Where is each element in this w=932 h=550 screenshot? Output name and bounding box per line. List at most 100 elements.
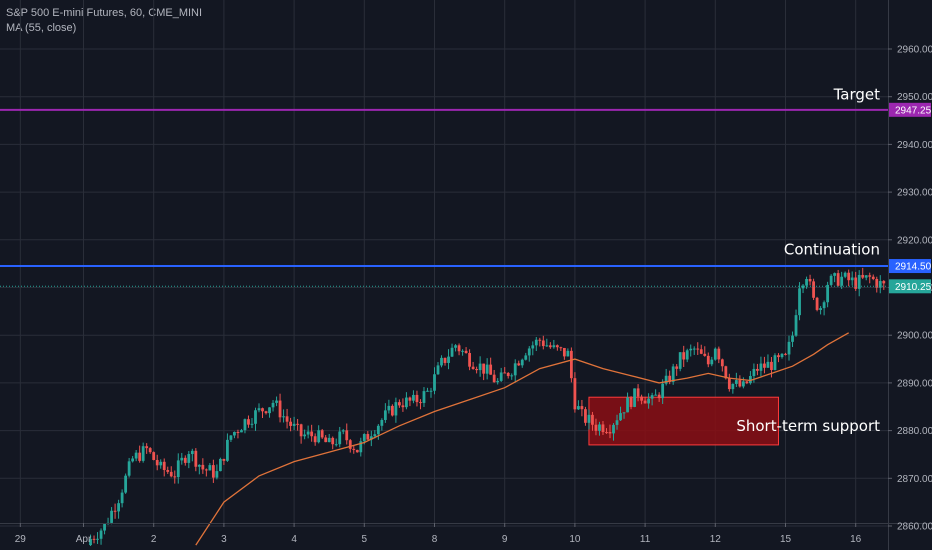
candle-body (629, 397, 633, 407)
candle-body (96, 538, 99, 540)
candle-body (661, 383, 665, 399)
candle-body (591, 414, 594, 425)
candle-body (461, 350, 464, 352)
candle-body (612, 424, 615, 434)
candle-body (345, 430, 349, 441)
candle-body (436, 365, 440, 375)
candle-body (506, 372, 510, 377)
candle-body (843, 272, 847, 277)
candle-body (734, 380, 738, 384)
candle-body (482, 363, 486, 374)
candle-body (415, 394, 419, 403)
candle-body (155, 459, 159, 466)
candle-body (745, 381, 749, 384)
candle-body (257, 408, 261, 411)
candle-body (643, 400, 647, 404)
candle-body (720, 359, 724, 367)
candle-body (369, 436, 373, 440)
horizontal-levels[interactable] (0, 108, 888, 287)
candle-body (289, 421, 292, 426)
y-tick-label: 2860.00 (897, 522, 932, 533)
candle-body (619, 413, 622, 421)
candle-body (580, 406, 584, 410)
candle-body (359, 441, 363, 453)
candle-body (717, 348, 721, 360)
candle-body (187, 454, 191, 463)
candle-body (738, 380, 742, 387)
candle-body (601, 424, 605, 433)
candle-body (713, 348, 717, 360)
candle-body (285, 416, 289, 422)
annotation-label: Short-term support (736, 417, 880, 435)
candle-body (857, 274, 861, 289)
price-tag-label: 2947.25 (895, 105, 932, 116)
candle-body (647, 398, 651, 404)
time-axis[interactable]: 29 Apr 2 3 4 5 8 9 10 11 12 15 16 (15, 523, 862, 545)
candle-body (303, 434, 307, 437)
candle-body (152, 452, 156, 460)
candle-body (233, 431, 236, 436)
candle-body (664, 375, 668, 384)
candle-body (422, 391, 426, 403)
candle-body (327, 437, 331, 443)
candle-body (176, 460, 180, 478)
x-tick-label: 2 (151, 534, 157, 545)
candle-body (440, 357, 443, 366)
candle-body (545, 345, 549, 347)
price-tag-label: 2914.50 (895, 262, 932, 273)
y-tick-label: 2890.00 (897, 378, 932, 389)
candle-body (138, 452, 142, 461)
indicator-label[interactable]: MA (55, close) (6, 22, 77, 34)
candle-body (833, 273, 837, 276)
candle-body (331, 437, 335, 445)
candle-body (310, 431, 314, 437)
candle-body (145, 446, 149, 449)
candle-body (731, 383, 735, 390)
candle-body (464, 350, 468, 354)
candle-body (166, 470, 170, 472)
x-tick-label: 29 (15, 534, 27, 545)
candle-body (159, 461, 163, 466)
candle-body (211, 465, 215, 478)
candle-body (548, 345, 552, 348)
candle-body (120, 492, 124, 504)
candle-body (569, 350, 573, 379)
candle-body (306, 431, 310, 435)
candle-body (222, 458, 226, 461)
candle-body (871, 276, 875, 279)
candle-body (103, 523, 106, 531)
y-tick-label: 2870.00 (897, 474, 932, 485)
candle-body (499, 372, 503, 381)
candle-body (492, 374, 496, 383)
candle-body (854, 277, 858, 289)
candle-body (538, 339, 542, 341)
candle-body (864, 275, 868, 278)
candle-body (201, 464, 205, 470)
grid-lines (0, 0, 888, 527)
candle-body (696, 348, 700, 350)
candle-body (426, 390, 429, 392)
x-tick-label: 15 (780, 534, 792, 545)
candle-body (710, 359, 714, 365)
candle-body (727, 378, 731, 390)
y-tick-label: 2920.00 (897, 235, 932, 246)
x-tick-label: 16 (850, 534, 862, 545)
candle-body (278, 400, 282, 418)
candle-body (250, 423, 254, 425)
candle-body (584, 409, 587, 423)
candle-body (510, 375, 514, 377)
candle-body (724, 366, 728, 379)
symbol-title[interactable]: S&P 500 E-mini Futures, 60, CME_MINI (6, 7, 203, 19)
candle-body (99, 530, 103, 539)
candle-body (777, 355, 780, 358)
candle-body (366, 434, 370, 440)
candle-body (317, 430, 321, 443)
candle-body (194, 450, 198, 467)
candle-body (541, 340, 545, 347)
candle-body (496, 380, 500, 383)
candle-body (475, 369, 479, 371)
candle-body (552, 345, 556, 348)
candle-body (180, 457, 184, 461)
candle-body (699, 349, 703, 354)
